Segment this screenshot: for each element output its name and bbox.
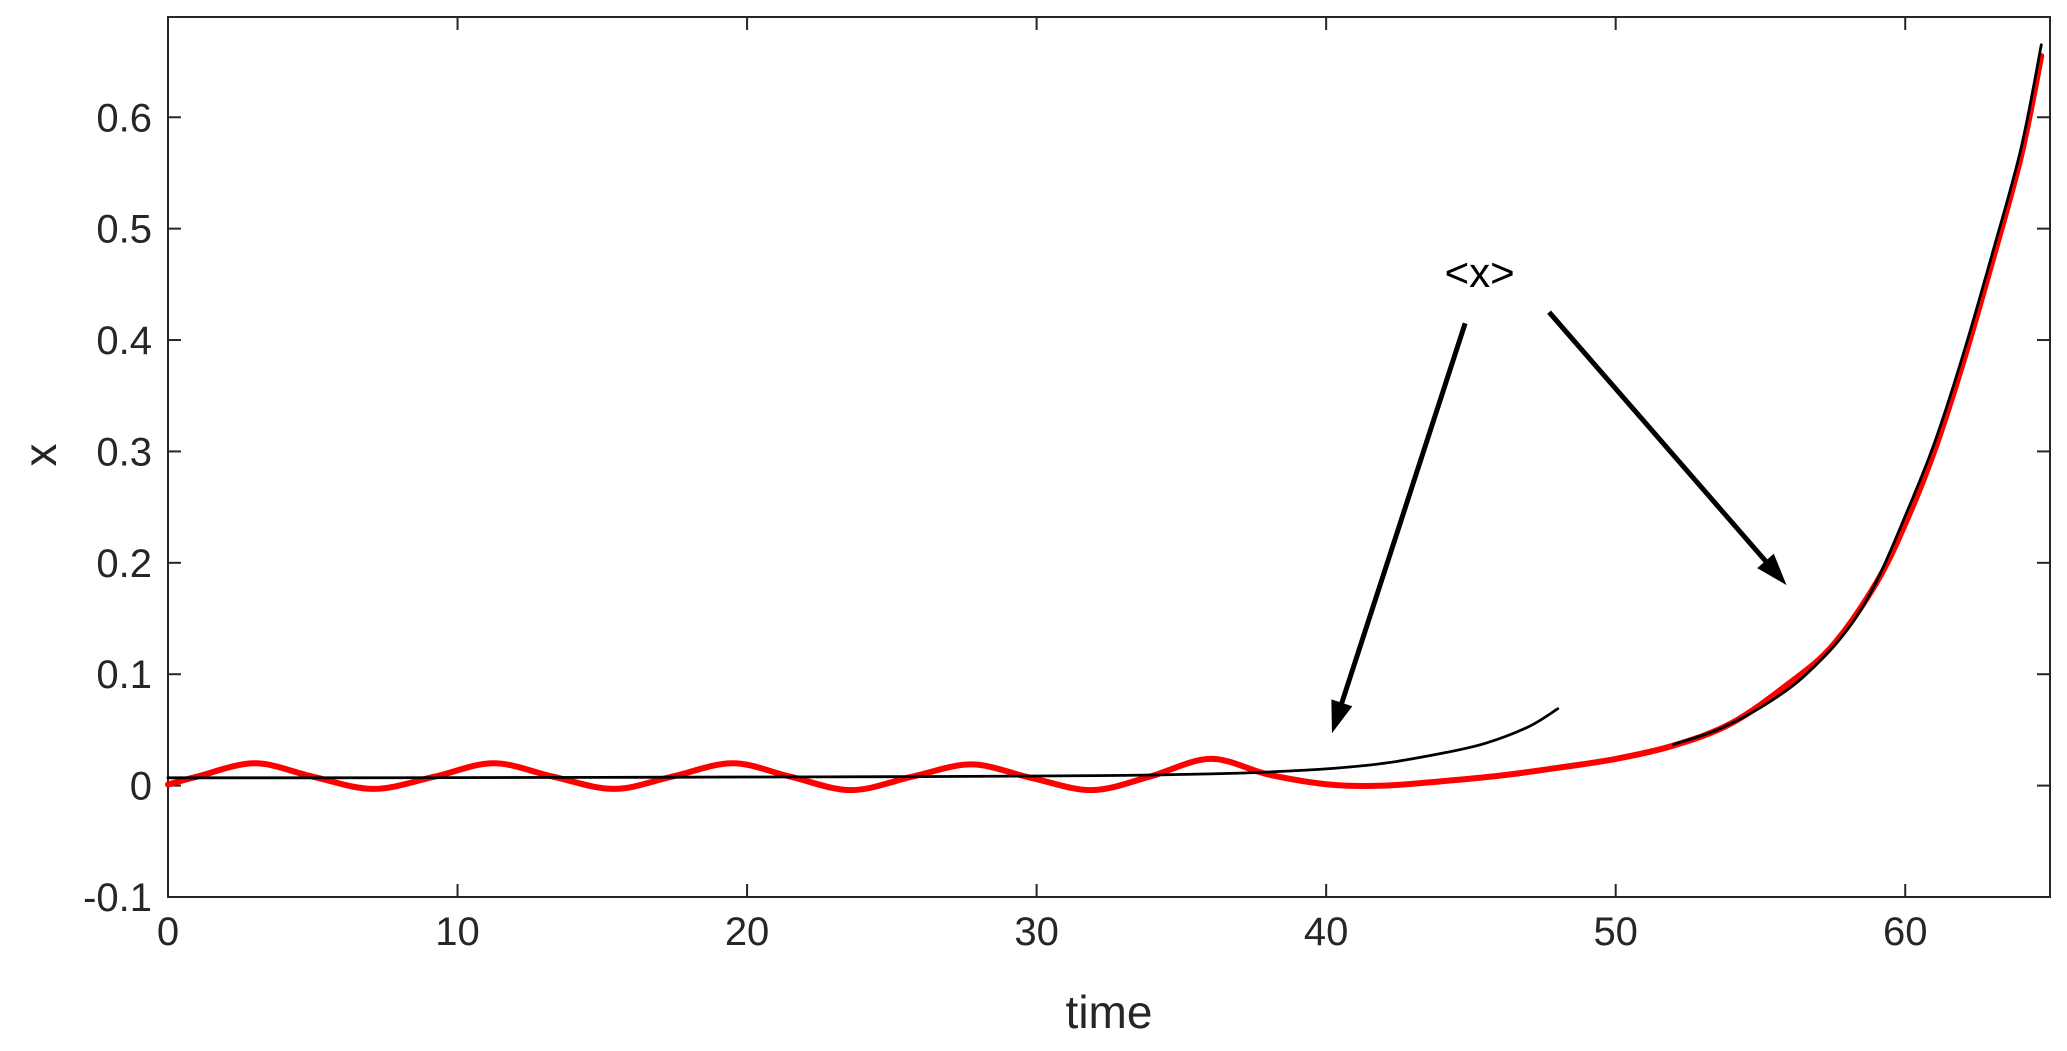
- x-tick-label: 10: [435, 910, 480, 954]
- y-tick-label: 0.3: [96, 430, 152, 474]
- x-tick-label: 50: [1593, 910, 1638, 954]
- y-tick-label: 0.2: [96, 542, 152, 586]
- series-line-2: [1672, 43, 2043, 746]
- annotation-arrow-shaft-1: [1547, 310, 1771, 566]
- series-line-0: [165, 53, 2045, 794]
- annotation-arrow-shaft-0: [1338, 322, 1468, 708]
- series-line-1: [166, 707, 1560, 780]
- annotation-label: <x>: [1444, 249, 1515, 297]
- y-tick-label: 0.1: [96, 653, 152, 697]
- annotation-arrowhead-1: [1757, 553, 1787, 586]
- axes-box: [167, 16, 2051, 898]
- x-axis-label: time: [1065, 986, 1153, 1038]
- y-tick-label: 0: [130, 765, 152, 809]
- x-tick-label: 30: [1014, 910, 1059, 954]
- annotation-arrowhead-0: [1331, 699, 1353, 734]
- x-tick-label: 60: [1883, 910, 1928, 954]
- y-tick-label: 0.4: [96, 319, 152, 363]
- x-tick-label: 20: [725, 910, 770, 954]
- y-axis-label: x: [14, 443, 66, 467]
- y-tick-label: 0.6: [96, 96, 152, 140]
- y-tick-label: 0.5: [96, 208, 152, 252]
- x-tick-label: 0: [157, 910, 179, 954]
- y-tick-label: -0.1: [83, 876, 152, 920]
- x-tick-label: 40: [1304, 910, 1349, 954]
